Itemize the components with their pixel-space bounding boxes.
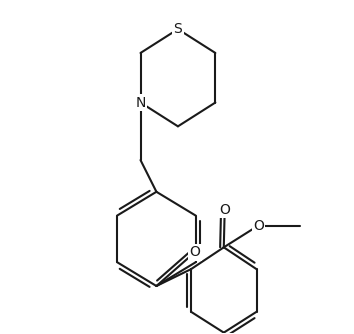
Text: N: N [135,96,146,110]
Text: S: S [173,22,182,36]
Text: O: O [219,203,230,217]
Text: O: O [189,245,200,259]
Text: O: O [253,218,264,232]
